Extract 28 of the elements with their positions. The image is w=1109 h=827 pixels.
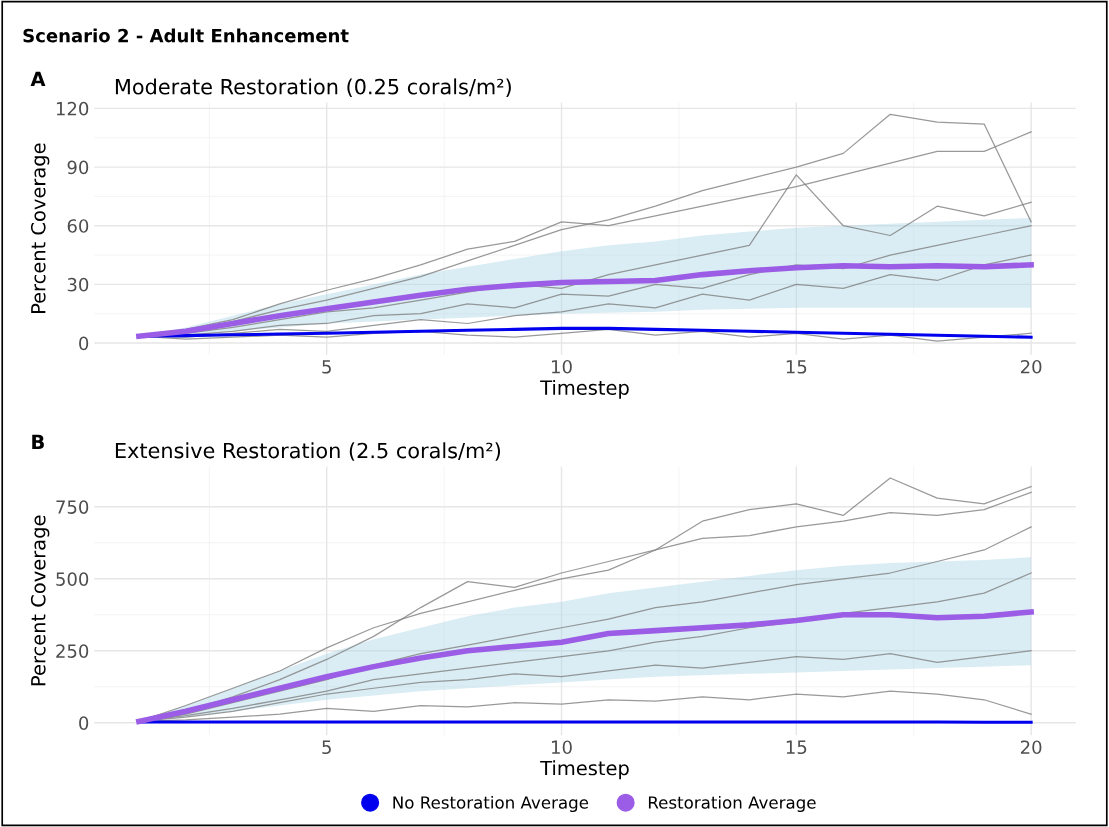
text: B (32, 434, 44, 449)
x-tick-label: 5 (322, 360, 331, 374)
y-tick-label: 500 (56, 572, 89, 586)
y-axis-title: Percent Coverage (30, 515, 50, 686)
legend-label: No Restoration Average (393, 795, 589, 813)
x-tick-label: 15 (786, 360, 807, 374)
x-tick-label: 15 (786, 740, 807, 755)
y-tick-label: 0 (79, 336, 89, 351)
y-tick-label: 90 (67, 160, 89, 175)
y-axis-title: Percent Coverage (30, 143, 50, 313)
x-tick-label: 10 (552, 740, 572, 755)
y-tick-label: 0 (79, 716, 89, 730)
x-axis-title: Timestep (540, 379, 629, 399)
chart-title: Scenario 2 - Adult Enhancement (23, 28, 349, 43)
chart-subtitle: Moderate Restoration (0.25 corals/m²) (115, 78, 511, 97)
y-tick-label: 750 (56, 500, 89, 514)
text: A (30, 71, 46, 86)
chart-subtitle: Extensive Restoration (2.5 corals/m²) (115, 442, 501, 461)
x-tick-label: 20 (1020, 740, 1042, 755)
x-tick-label: 5 (322, 740, 331, 755)
y-tick-label: 60 (67, 219, 89, 233)
x-axis-title: Timestep (540, 760, 629, 780)
y-tick-label: 30 (67, 277, 89, 292)
x-tick-label: 20 (1020, 359, 1042, 374)
y-tick-label: 250 (56, 644, 89, 658)
x-tick-label: 10 (552, 359, 572, 374)
legend-label: Restoration Average (648, 795, 816, 813)
y-tick-label: 120 (56, 101, 89, 116)
